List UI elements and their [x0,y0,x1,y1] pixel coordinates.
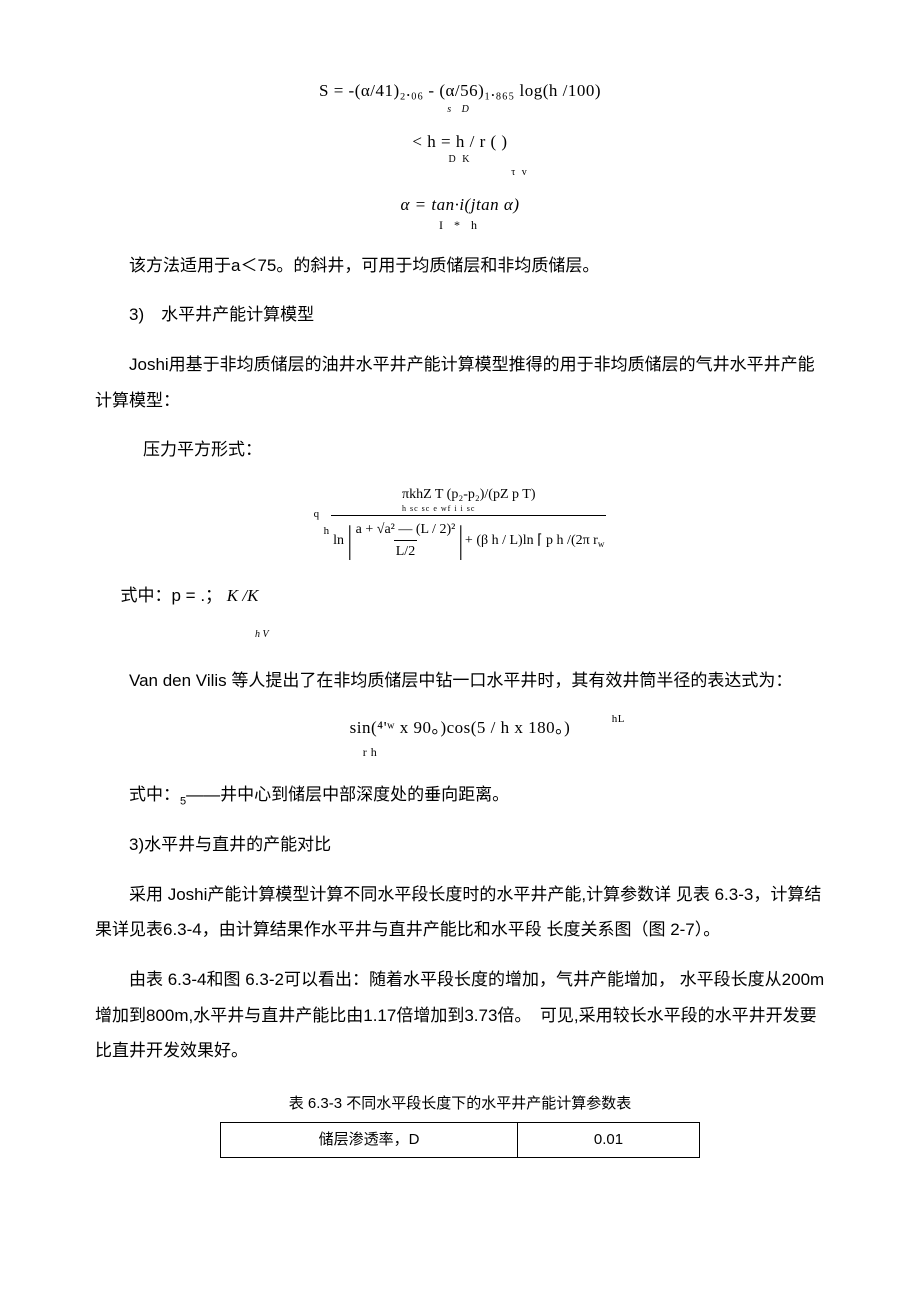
formula-k-ratio-sub: h V [255,629,269,640]
formula-skin-factor: S = -(α/41)₂.₀₆ - (α/56)₁.₈₆₅ log(h /100… [95,78,825,117]
formula-denominator: ln | a + √a² — (L / 2)² L/2 | + (β h / L… [331,515,606,562]
para-vandenvilis: Van den Vilis 等人提出了在非均质储层中钻一口水平井时，其有效井筒半… [95,663,825,699]
formula-rh-label: r h [0,743,825,761]
table-cell: 储层渗透率，D [221,1122,518,1158]
formula-q-label: q h [314,506,330,539]
para-pressure-form: 压力平方形式： [143,432,825,468]
formula-main-fraction: πkhZ T (p₂-p₂)/(pZ p T) h sc sc e wf i i… [331,484,606,562]
para-calculation: 采用 Joshi产能计算模型计算不同水平段长度时的水平井产能,计算参数详 见表 … [95,877,825,948]
formula-subscript-line2: τ v [215,165,825,180]
para-results: 由表 6.3-4和图 6.3-2可以看出：随着水平段长度的增加，气井产能增加， … [95,962,825,1069]
formula-line: < h = h / r ( ) [95,129,825,155]
table-6-3-3-title: 表 6.3-3 不同水平段长度下的水平井产能计算参数表 [95,1093,825,1116]
formula-alpha: α = tan·i(jtan α) I * h [95,192,825,234]
para-3-comparison: 3)水平井与直井的产能对比 [95,827,825,863]
formula-numerator: πkhZ T (p₂-p₂)/(pZ p T) h sc sc e wf i i… [400,484,537,515]
table-6-3-3: 储层渗透率，D0.01 [220,1122,700,1159]
para-where-5: 式中：5——井中心到储层中部深度处的垂向距离。 [95,777,825,813]
para-applicability: 该方法适用于a＜75。的斜井，可用于均质储层和非均质储层。 [95,248,825,284]
formula-hd: < h = h / r ( ) D K τ v [95,129,825,181]
table-cell: 0.01 [517,1122,699,1158]
bracket-left: | [348,521,353,559]
bracket-right: | [459,521,464,559]
section-3-heading: 3) 水平井产能计算模型 [95,297,825,333]
para-joshi-intro: Joshi用基于非均质储层的油井水平井产能计算模型推得的用于非均质储层的气井水平… [95,347,825,418]
formula-subscript-line: s D [95,102,825,117]
formula-exponent: hL [612,711,625,728]
formula-inner-fraction: a + √a² — (L / 2)² L/2 [354,519,458,562]
formula-line: α = tan·i(jtan α) [95,192,825,218]
formula-horizontal-productivity: q h πkhZ T (p₂-p₂)/(pZ p T) h sc sc e wf… [95,484,825,562]
formula-line: S = -(α/41)₂.₀₆ - (α/56)₁.₈₆₅ log(h /100… [95,78,825,104]
formula-effective-radius: sin(⁴'ʷ x 90。)cos(5 / h x 180。) hL r h [95,715,825,761]
table-row: 储层渗透率，D0.01 [221,1122,700,1158]
para-where-p: 式中：p = .； K /K h V [95,578,825,649]
formula-subscript-line: I * h [95,216,825,234]
formula-k-ratio: K /K [227,586,259,605]
